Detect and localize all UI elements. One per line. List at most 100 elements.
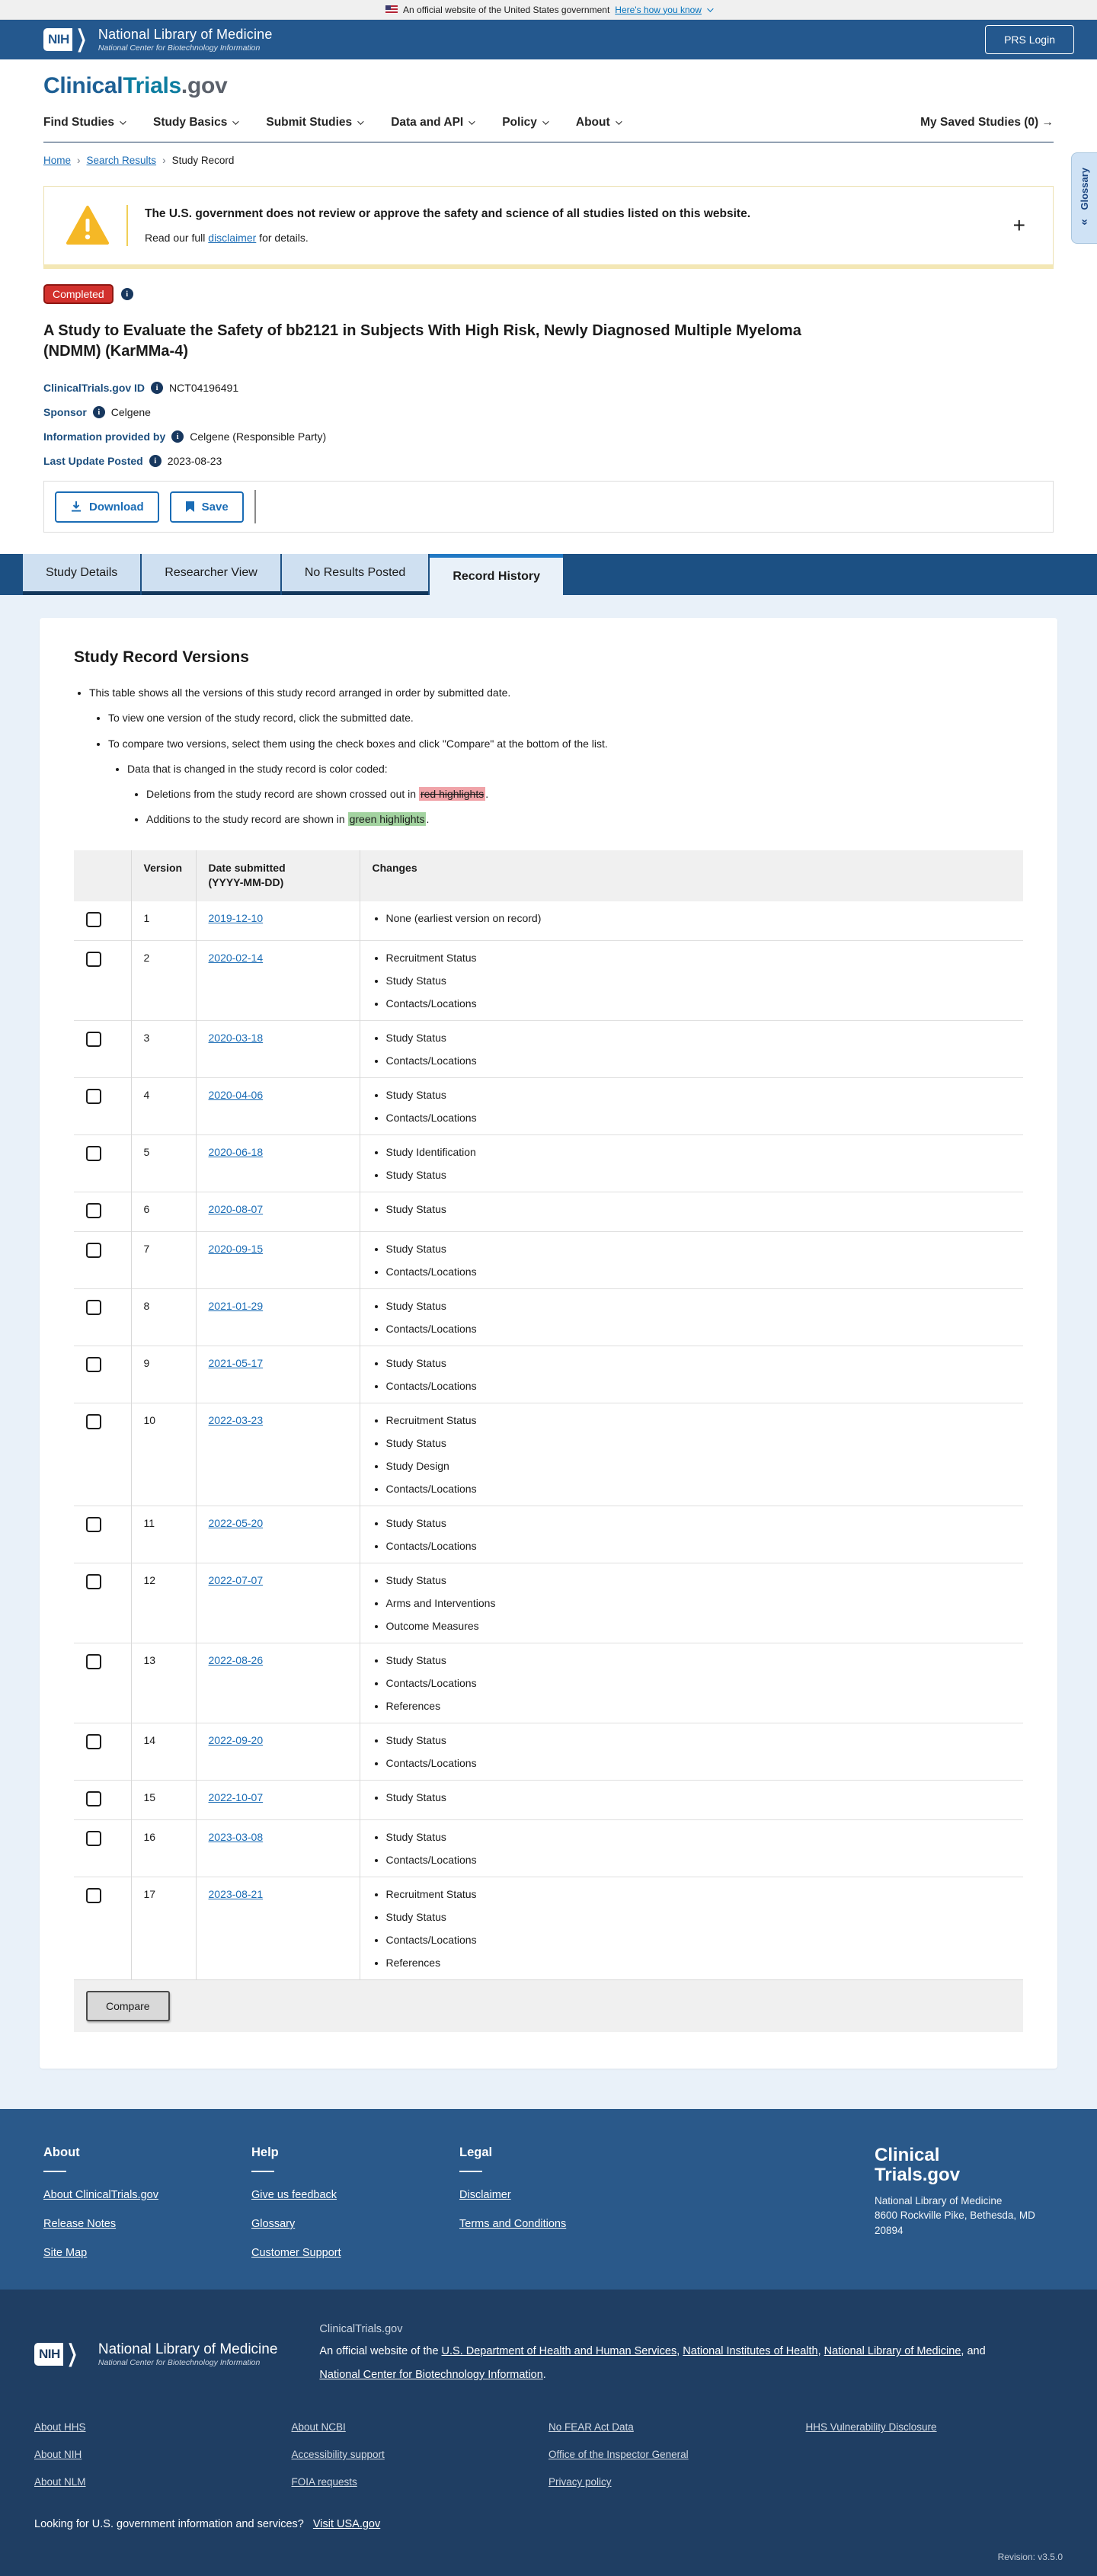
version-row: 14 2022-09-20 Study Status Contacts/Locat… [74, 1723, 1023, 1781]
footer-main: About About ClinicalTrials.gov Release N… [0, 2108, 1097, 2290]
download-button[interactable]: Download [55, 491, 159, 523]
link-about-ncbi[interactable]: About NCBI [291, 2421, 346, 2434]
breadcrumb-home-link[interactable]: Home [43, 155, 72, 166]
date-link[interactable]: 2022-03-23 [208, 1413, 264, 1426]
date-link[interactable]: 2022-05-20 [208, 1516, 264, 1529]
date-link[interactable]: 2023-08-21 [208, 1887, 264, 1900]
footer-address-line: National Library of Medicine [875, 2194, 1003, 2206]
footer-link-customer-support[interactable]: Customer Support [251, 2246, 341, 2259]
info-icon[interactable]: i [149, 455, 162, 467]
tab-researcher-view[interactable]: Researcher View [142, 554, 280, 595]
clinicaltrials-logo[interactable]: ClinicalTrials.gov [43, 73, 1054, 99]
date-link[interactable]: 2021-01-29 [208, 1299, 264, 1312]
date-link[interactable]: 2020-02-14 [208, 951, 264, 964]
version-checkbox[interactable] [86, 1887, 101, 1903]
footer-link-feedback[interactable]: Give us feedback [251, 2188, 337, 2201]
footer-link-about-clinicaltrials[interactable]: About ClinicalTrials.gov [43, 2188, 158, 2201]
my-saved-studies-link[interactable]: My Saved Studies (0) → [920, 116, 1054, 129]
date-link[interactable]: 2020-09-15 [208, 1242, 264, 1255]
change-item: Study Design [386, 1460, 1012, 1472]
footer-link-terms[interactable]: Terms and Conditions [459, 2217, 567, 2230]
tab-record-history[interactable]: Record History [430, 554, 564, 595]
date-link[interactable]: 2022-10-07 [208, 1790, 264, 1803]
link-about-nih[interactable]: About NIH [34, 2449, 82, 2461]
date-link[interactable]: 2022-08-26 [208, 1653, 264, 1666]
glossary-side-tab[interactable]: Glossary « [1071, 152, 1097, 244]
version-checkbox[interactable] [86, 951, 101, 967]
info-icon[interactable]: i [171, 430, 184, 443]
tab-study-details[interactable]: Study Details [23, 554, 141, 595]
version-checkbox[interactable] [86, 1088, 101, 1104]
version-checkbox[interactable] [86, 1516, 101, 1532]
version-checkbox[interactable] [86, 1242, 101, 1258]
nav-item-data-and-api[interactable]: Data and API [391, 116, 475, 130]
compare-button[interactable]: Compare [86, 1990, 170, 2021]
disclaimer-link[interactable]: disclaimer [208, 232, 257, 244]
version-checkbox[interactable] [86, 1202, 101, 1218]
version-checkbox[interactable] [86, 1145, 101, 1161]
version-checkbox[interactable] [86, 1830, 101, 1846]
link-about-hhs[interactable]: About HHS [34, 2421, 86, 2434]
footer-link-site-map[interactable]: Site Map [43, 2246, 88, 2259]
version-checkbox[interactable] [86, 1299, 101, 1315]
nav-item-find-studies[interactable]: Find Studies [43, 116, 126, 130]
change-item: Contacts/Locations [386, 1266, 1012, 1278]
link-foia[interactable]: FOIA requests [291, 2476, 357, 2488]
date-link[interactable]: 2023-03-08 [208, 1830, 264, 1843]
tab-no-results-posted[interactable]: No Results Posted [281, 554, 429, 595]
change-item: Study Status [386, 1831, 1012, 1843]
nav-item-policy[interactable]: Policy [502, 116, 549, 130]
nih-logo[interactable]: NIH ❭ [34, 2341, 80, 2366]
expand-plus-icon[interactable]: + [1012, 213, 1025, 237]
link-privacy-policy[interactable]: Privacy policy [548, 2476, 612, 2488]
nav-item-study-basics[interactable]: Study Basics [153, 116, 240, 130]
footer-col-legal: Legal Disclaimer Terms and Conditions [459, 2146, 667, 2259]
date-link[interactable]: 2019-12-10 [208, 911, 264, 924]
date-cell: 2022-09-20 [195, 1723, 360, 1781]
nav-item-about[interactable]: About [576, 116, 622, 130]
how-you-know-link[interactable]: Here's how you know [615, 4, 702, 15]
logo-part-trials: Trials [123, 73, 181, 98]
save-button[interactable]: Save [169, 491, 244, 523]
version-checkbox[interactable] [86, 1413, 101, 1429]
ncbi-link[interactable]: National Center for Biotechnology Inform… [319, 2368, 543, 2381]
date-link[interactable]: 2020-03-18 [208, 1031, 264, 1044]
prs-login-button[interactable]: PRS Login [985, 25, 1074, 54]
date-link[interactable]: 2020-08-07 [208, 1202, 264, 1215]
date-link[interactable]: 2022-09-20 [208, 1733, 264, 1746]
nih-link[interactable]: National Institutes of Health [683, 2345, 818, 2358]
gov-banner: An official website of the United States… [0, 0, 1097, 20]
change-item: Contacts/Locations [386, 1677, 1012, 1689]
version-checkbox[interactable] [86, 1031, 101, 1047]
nlm-link[interactable]: National Library of Medicine [824, 2345, 961, 2358]
info-icon[interactable]: i [92, 406, 105, 418]
version-checkbox[interactable] [86, 1733, 101, 1749]
link-accessibility[interactable]: Accessibility support [291, 2449, 385, 2461]
date-link[interactable]: 2021-05-17 [208, 1356, 264, 1369]
nih-logo[interactable]: NIH ❭ [43, 27, 89, 51]
visit-usa-gov-link[interactable]: Visit USA.gov [312, 2518, 381, 2531]
date-link[interactable]: 2022-07-07 [208, 1573, 264, 1586]
version-checkbox[interactable] [86, 1573, 101, 1589]
footer-link-glossary[interactable]: Glossary [251, 2217, 296, 2230]
link-inspector-general[interactable]: Office of the Inspector General [548, 2449, 689, 2461]
version-checkbox[interactable] [86, 911, 101, 927]
link-no-fear-act[interactable]: No FEAR Act Data [548, 2421, 634, 2434]
link-about-nlm[interactable]: About NLM [34, 2476, 86, 2488]
link-hhs-vulnerability[interactable]: HHS Vulnerability Disclosure [805, 2421, 937, 2434]
date-link[interactable]: 2020-06-18 [208, 1145, 264, 1158]
changes-list: Study Status Contacts/Locations [386, 1357, 1012, 1392]
change-item: Study Status [386, 1357, 1012, 1369]
info-icon[interactable]: i [120, 288, 133, 300]
change-item: Study Status [386, 1243, 1012, 1255]
date-link[interactable]: 2020-04-06 [208, 1088, 264, 1101]
footer-link-disclaimer[interactable]: Disclaimer [459, 2188, 511, 2201]
hhs-link[interactable]: U.S. Department of Health and Human Serv… [441, 2345, 677, 2358]
breadcrumb-search-results-link[interactable]: Search Results [86, 155, 157, 166]
version-checkbox[interactable] [86, 1653, 101, 1669]
nav-item-submit-studies[interactable]: Submit Studies [266, 116, 364, 130]
version-checkbox[interactable] [86, 1790, 101, 1806]
info-icon[interactable]: i [151, 382, 164, 394]
footer-link-release-notes[interactable]: Release Notes [43, 2217, 117, 2230]
version-checkbox[interactable] [86, 1356, 101, 1372]
